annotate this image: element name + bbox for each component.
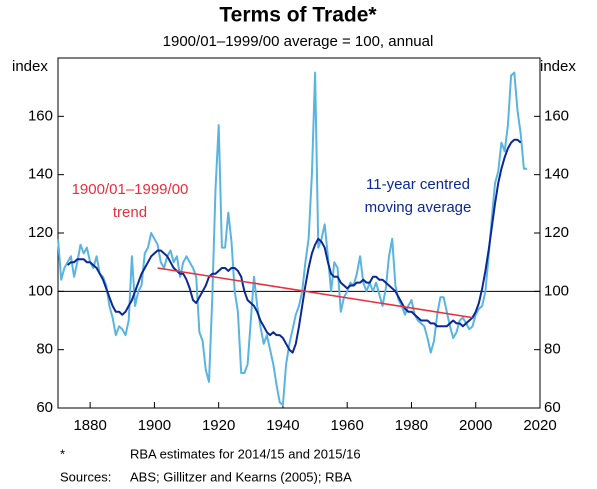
series-line [66,138,522,354]
series-line [57,71,528,407]
x-tick-label: 1880 [73,417,106,434]
footnote-marker: Sources: [60,469,111,484]
annotation: 1900/01–1999/00 [72,181,189,198]
footnote: ABS; Gillitzer and Kearns (2005); RBA [130,469,352,484]
footnote-marker: * [60,446,65,461]
y2-tick-label: 60 [544,399,561,416]
y-axis-label: index [12,58,48,75]
x-tick-label: 2000 [459,417,492,434]
x-tick-label: 1940 [266,417,299,434]
y2-axis-label: index [540,58,576,75]
x-tick-label: 2020 [523,417,556,434]
annotation: 11-year centred [366,176,470,193]
plot-frame [57,57,541,409]
chart-title: Terms of Trade* [219,4,377,27]
x-tick-label: 1900 [138,417,171,434]
y2-tick-label: 80 [544,341,561,358]
y2-tick-label: 160 [544,107,569,124]
y-tick-label: 100 [28,282,53,299]
footnote: RBA estimates for 2014/15 and 2015/16 [130,446,361,461]
chart-subtitle: 1900/01–1999/00 average = 100, annual [163,33,434,50]
y-tick-label: 120 [28,224,53,241]
y-tick-label: 160 [28,107,53,124]
y-tick-label: 80 [36,341,53,358]
y2-tick-label: 140 [544,166,569,183]
x-tick-label: 1920 [202,417,235,434]
y-tick-label: 140 [28,166,53,183]
y2-tick-label: 120 [544,224,569,241]
x-tick-label: 1980 [395,417,428,434]
annotation: moving average [365,199,472,216]
y-tick-label: 60 [36,399,53,416]
annotation: trend [113,204,147,221]
y2-tick-label: 100 [544,282,569,299]
series-line [157,267,473,319]
x-tick-label: 1960 [331,417,364,434]
